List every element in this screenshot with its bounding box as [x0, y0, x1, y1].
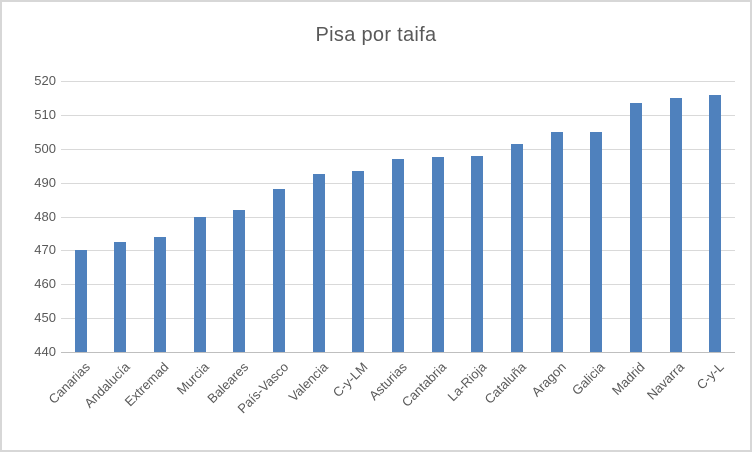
x-tick-label: Aragon: [528, 359, 569, 400]
x-tick-label: Murcia: [173, 359, 212, 398]
y-tick-label: 490: [34, 174, 56, 190]
gridline: [61, 114, 735, 116]
y-tick-label: 440: [34, 344, 56, 359]
bar: [550, 131, 563, 352]
y-tick-label: 500: [34, 140, 56, 156]
x-tick-label: Navarra: [644, 359, 688, 403]
x-tick-label: Valencia: [285, 359, 331, 405]
x-axis-line: [61, 352, 735, 353]
bar: [193, 216, 206, 352]
x-tick-label: Madrid: [609, 359, 648, 399]
bar: [114, 241, 127, 352]
bar: [233, 209, 246, 352]
bar: [471, 155, 484, 352]
bar: [273, 189, 286, 352]
x-tick-label: C-y-L: [693, 359, 728, 393]
bar: [74, 250, 87, 352]
x-tick-label: Cataluña: [481, 359, 529, 407]
x-tick-label: Galicia: [569, 359, 609, 399]
y-tick-label: 470: [34, 242, 56, 258]
y-tick-label: 460: [34, 276, 56, 292]
y-tick-label: 480: [34, 208, 56, 224]
bar: [629, 103, 642, 352]
bar: [510, 143, 523, 352]
x-tick-label: C-y-LM: [329, 359, 371, 401]
plot-area: [61, 81, 735, 353]
bar: [352, 170, 365, 352]
y-tick-label: 510: [34, 106, 56, 122]
y-tick-label: 450: [34, 310, 56, 326]
y-tick-label: 520: [34, 73, 56, 88]
chart-title: Pisa por taifa: [315, 24, 437, 46]
bar: [431, 157, 444, 352]
gridline: [61, 81, 735, 82]
bar: [392, 158, 404, 352]
bar: [590, 131, 603, 352]
gridline: [61, 148, 735, 150]
bar: [312, 174, 325, 352]
bar: [709, 94, 722, 352]
bar: [154, 236, 167, 352]
bar: [669, 97, 682, 352]
